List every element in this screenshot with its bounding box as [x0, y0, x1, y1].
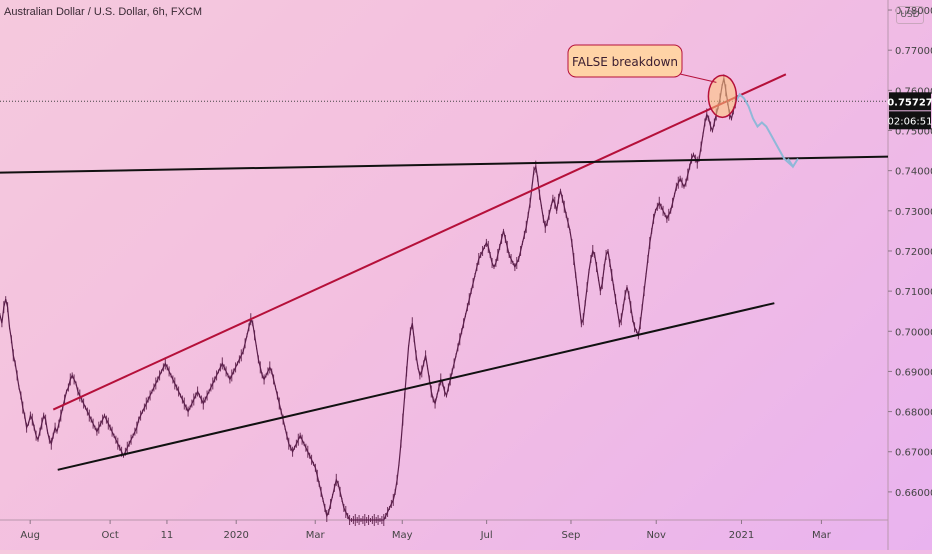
- current-price-label: 0.75727: [887, 97, 932, 108]
- highlight-circle: [707, 74, 738, 119]
- x-tick-label: Jul: [480, 530, 493, 541]
- x-tick-label: Oct: [101, 530, 118, 541]
- annotation-pointer: [679, 73, 717, 83]
- x-tick-label: Mar: [812, 530, 832, 541]
- x-tick-label: Sep: [562, 530, 581, 541]
- lower-channel-trendline: [57, 302, 775, 471]
- projection-path: [734, 92, 794, 168]
- current-price-badge: [889, 92, 931, 111]
- y-unit-badge[interactable]: USD: [896, 6, 924, 24]
- x-tick-label: 11: [161, 530, 174, 541]
- chart-title: Australian Dollar / U.S. Dollar, 6h, FXC…: [4, 6, 203, 18]
- projection-arrowhead: [787, 158, 799, 169]
- upper-channel-trendline: [52, 73, 787, 411]
- x-tick-label: May: [392, 530, 413, 541]
- annotation-text: FALSE breakdown: [572, 55, 678, 69]
- x-tick-label: 2021: [729, 530, 754, 541]
- horizontal-resistance-line: [0, 155, 889, 174]
- x-tick-label: Nov: [646, 530, 666, 541]
- x-tick-label: Aug: [20, 530, 40, 541]
- y-tick-label: 0.66000: [895, 488, 932, 499]
- annotation-box: [567, 44, 683, 78]
- countdown-badge: [889, 111, 931, 130]
- x-tick-label: 2020: [223, 530, 248, 541]
- x-tick-label: Mar: [306, 530, 326, 541]
- countdown-label: 02:06:51: [888, 116, 932, 127]
- price-line: [0, 78, 736, 521]
